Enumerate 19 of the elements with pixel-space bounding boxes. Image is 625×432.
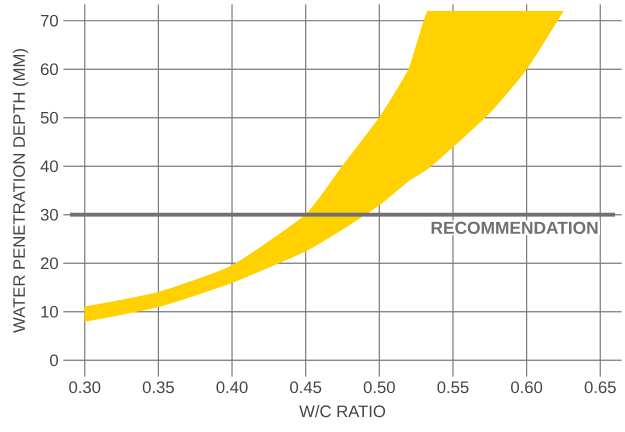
y-tick-label: 50 [40, 112, 58, 124]
y-tick-label: 0 [50, 354, 58, 366]
x-tick-label: 0.50 [364, 381, 395, 394]
y-tick-label: 30 [40, 208, 58, 221]
x-tick-label: 0.45 [290, 381, 322, 394]
x-tick-label: 0.60 [511, 381, 542, 394]
y-axis-title: WATER PENETRATION DEPTH (MM) [12, 49, 28, 333]
x-tick-label: 0.40 [216, 381, 248, 394]
y-tick-label: 70 [40, 14, 58, 27]
x-axis-title: W/C RATIO [299, 404, 386, 418]
y-tick-label: 60 [40, 63, 58, 76]
y-tick-label: 20 [40, 257, 58, 270]
x-tick-label: 0.55 [437, 381, 468, 394]
x-tick-label: 0.35 [142, 381, 174, 394]
y-tick-label: 10 [41, 306, 58, 318]
x-tick-label: 0.65 [584, 381, 616, 394]
ref-line-label: RECOMMENDATION [432, 222, 598, 234]
y-tick-label: 40 [40, 160, 58, 172]
x-tick-label: 0.30 [69, 381, 100, 394]
